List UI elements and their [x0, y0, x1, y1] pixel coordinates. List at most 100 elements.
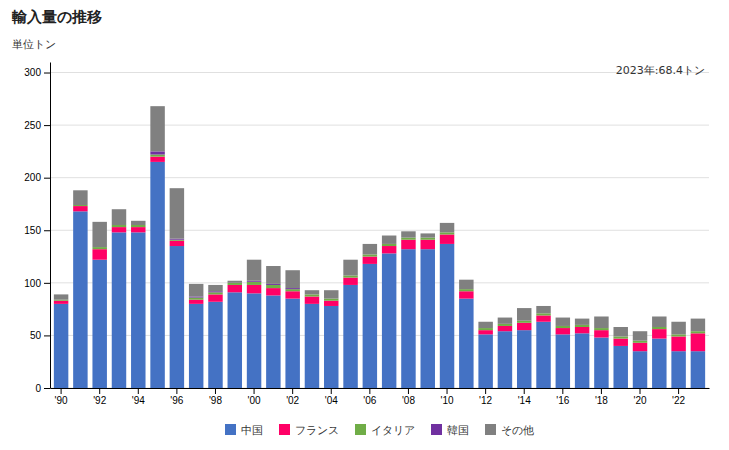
bar [189, 297, 203, 298]
bar [324, 299, 338, 301]
bar [343, 278, 357, 285]
bar [536, 322, 550, 388]
tick-label: '20 [633, 395, 646, 406]
bar [208, 285, 222, 291]
bar [691, 319, 705, 332]
tick-mark [447, 388, 448, 394]
title: 輸入量の推移 [11, 8, 102, 26]
bar [266, 295, 280, 388]
legend-swatch [225, 424, 236, 435]
legend-item: 中国 [225, 424, 263, 437]
x-tick: '16 [556, 388, 569, 406]
bar [228, 285, 242, 292]
tick-mark [485, 388, 486, 394]
legend-label: フランス [295, 424, 339, 437]
bar [363, 244, 377, 255]
bar [228, 292, 242, 388]
tick-mark [44, 230, 50, 231]
bar [575, 319, 589, 325]
tick-mark [176, 388, 177, 394]
bar [305, 297, 319, 304]
bar [401, 231, 415, 237]
bar [150, 157, 164, 162]
y-tick: 100 [24, 278, 50, 289]
bar [266, 285, 280, 288]
bar [285, 270, 299, 288]
tick-label: '98 [209, 395, 222, 406]
bar [324, 290, 338, 298]
bar [498, 318, 512, 324]
bar [671, 351, 685, 388]
bar [54, 301, 68, 304]
bar [343, 275, 357, 277]
x-tick: '98 [209, 388, 222, 406]
tick-mark [601, 388, 602, 394]
bar [247, 293, 261, 388]
tick-mark [44, 335, 50, 336]
bar [459, 291, 473, 298]
tick-label: '00 [248, 395, 261, 406]
bar [170, 240, 184, 241]
tick-label: '18 [595, 395, 608, 406]
tick-label: 300 [24, 67, 41, 78]
tick-mark [292, 388, 293, 394]
bar [247, 281, 261, 282]
bar [613, 327, 627, 336]
bar [54, 294, 68, 299]
axis-line [50, 63, 51, 389]
bar [54, 300, 68, 301]
bar [208, 291, 222, 292]
plot: 050100150200250300'90'92'94'96'98'00'02'… [24, 63, 709, 407]
bar [170, 239, 184, 240]
bar [594, 316, 608, 328]
bar [266, 266, 280, 284]
legend-label: その他 [501, 424, 534, 437]
bar [652, 339, 666, 388]
bar [517, 308, 531, 321]
tick-label: '94 [132, 395, 145, 406]
bar [652, 329, 666, 338]
bar [421, 233, 435, 237]
bar [112, 209, 126, 225]
series [54, 155, 705, 343]
tick-mark [215, 388, 216, 394]
tick-label: '12 [479, 395, 492, 406]
series [54, 106, 705, 341]
bar [652, 327, 666, 329]
bar [536, 313, 550, 315]
tick-label: '06 [363, 395, 376, 406]
bar [613, 336, 627, 338]
bar [459, 289, 473, 291]
bar [478, 328, 492, 330]
x-tick: '10 [441, 388, 454, 406]
bar [517, 323, 531, 330]
tick-label: 150 [24, 225, 41, 236]
x-tick: '92 [93, 388, 106, 406]
bar [285, 288, 299, 289]
tick-label: '90 [55, 395, 68, 406]
x-tick: '96 [170, 388, 183, 406]
legend-item: 韓国 [431, 424, 469, 437]
bar [478, 330, 492, 334]
bar [575, 333, 589, 388]
bar [247, 260, 261, 281]
tick-label: '92 [93, 395, 106, 406]
bar [343, 260, 357, 276]
bar [363, 257, 377, 264]
tick-mark [44, 388, 50, 389]
bar [285, 289, 299, 291]
bar [131, 225, 145, 227]
bar [440, 234, 454, 243]
bar [556, 326, 570, 328]
bar [170, 188, 184, 238]
bar [691, 351, 705, 388]
x-axis: '90'92'94'96'98'00'02'04'06'08'10'12'14'… [51, 388, 710, 406]
bar [382, 236, 396, 244]
bar [671, 336, 685, 351]
bar [131, 221, 145, 225]
bar [691, 333, 705, 351]
x-tick: '22 [672, 388, 685, 406]
bar [189, 300, 203, 304]
x-tick: '12 [479, 388, 492, 406]
bar [170, 241, 184, 246]
